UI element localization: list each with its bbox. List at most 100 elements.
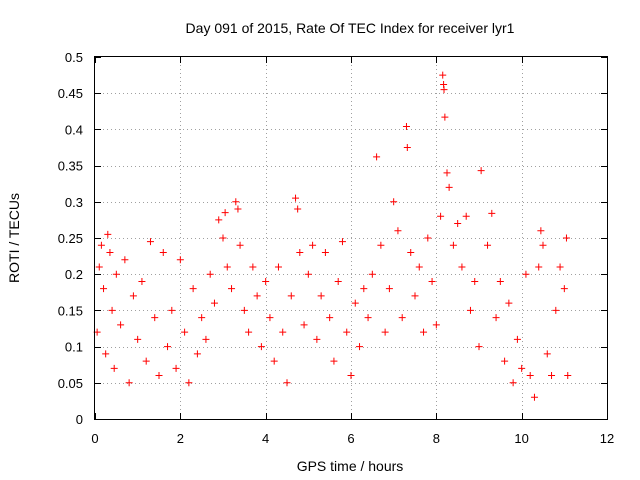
data-point — [535, 263, 543, 271]
data-point — [300, 321, 308, 329]
data-point — [347, 372, 355, 380]
data-point — [234, 205, 242, 213]
data-point — [543, 350, 551, 358]
data-point — [236, 241, 244, 249]
data-point — [155, 372, 163, 380]
data-point — [501, 357, 509, 365]
data-point — [198, 314, 206, 322]
y-tick-label: 0.15 — [58, 303, 83, 318]
data-point — [562, 234, 570, 242]
data-point — [381, 328, 389, 336]
data-point — [445, 183, 453, 191]
data-point — [206, 270, 214, 278]
data-point — [432, 321, 440, 329]
data-point — [313, 335, 321, 343]
data-point — [373, 153, 381, 161]
data-point — [221, 209, 229, 217]
data-point — [394, 227, 402, 235]
y-tick-label: 0.25 — [58, 231, 83, 246]
y-tick-labels: 0 0.05 0.1 0.15 0.2 0.25 0.3 0.35 0.4 0.45 0.5 — [58, 50, 83, 427]
data-point — [449, 241, 457, 249]
data-point — [326, 314, 334, 322]
data-point — [471, 277, 479, 285]
data-point — [441, 113, 449, 121]
y-tick-label: 0.2 — [65, 267, 83, 282]
data-point — [496, 277, 504, 285]
data-point — [104, 230, 112, 238]
y-axis-label: ROTI / TECUs — [6, 193, 22, 283]
data-point — [274, 263, 282, 271]
data-point — [428, 277, 436, 285]
data-point — [151, 314, 159, 322]
data-point — [398, 314, 406, 322]
data-point — [356, 343, 364, 351]
data-point — [121, 256, 129, 264]
data-point — [537, 227, 545, 235]
data-points — [93, 71, 572, 401]
data-point — [202, 335, 210, 343]
data-point — [552, 306, 560, 314]
data-point — [454, 220, 462, 228]
data-point — [443, 169, 451, 177]
data-point — [466, 306, 474, 314]
x-tick-label: 8 — [433, 431, 440, 446]
data-point — [189, 285, 197, 293]
data-point — [287, 292, 295, 300]
data-point — [509, 379, 517, 387]
data-point — [138, 277, 146, 285]
data-point — [488, 209, 496, 217]
chart-title: Day 091 of 2015, Rate Of TEC Index for r… — [186, 20, 515, 36]
data-point — [168, 306, 176, 314]
x-tick-label: 2 — [177, 431, 184, 446]
x-tick-label: 10 — [514, 431, 528, 446]
data-point — [270, 357, 278, 365]
data-point — [330, 357, 338, 365]
x-tick-label: 0 — [91, 431, 98, 446]
data-point — [245, 328, 253, 336]
data-point — [415, 263, 423, 271]
y-tick-label: 0.5 — [65, 50, 83, 65]
data-point — [279, 328, 287, 336]
x-tick-label: 6 — [347, 431, 354, 446]
data-point — [100, 285, 108, 293]
data-point — [210, 299, 218, 307]
data-point — [304, 270, 312, 278]
y-tick-label: 0 — [76, 412, 83, 427]
data-point — [539, 241, 547, 249]
data-point — [125, 379, 133, 387]
y-tick-label: 0.3 — [65, 195, 83, 210]
data-point — [95, 263, 103, 271]
data-point — [112, 270, 120, 278]
data-point — [134, 335, 142, 343]
data-point — [437, 212, 445, 220]
data-point — [181, 328, 189, 336]
data-point — [193, 350, 201, 358]
data-point — [146, 238, 154, 246]
data-point — [334, 277, 342, 285]
x-tick-labels: 0 2 4 6 8 10 12 — [91, 431, 614, 446]
data-point — [108, 306, 116, 314]
data-point — [484, 241, 492, 249]
data-point — [338, 238, 346, 246]
data-point — [424, 234, 432, 242]
data-point — [232, 198, 240, 206]
data-point — [172, 364, 180, 372]
axis-ticks — [95, 57, 608, 420]
data-point — [283, 379, 291, 387]
data-point — [377, 241, 385, 249]
data-point — [129, 292, 137, 300]
data-point — [368, 270, 376, 278]
data-point — [385, 285, 393, 293]
data-point — [253, 292, 261, 300]
data-point — [475, 343, 483, 351]
data-point — [321, 248, 329, 256]
data-point — [522, 270, 530, 278]
data-point — [364, 314, 372, 322]
y-tick-label: 0.45 — [58, 86, 83, 101]
data-point — [240, 306, 248, 314]
data-point — [477, 167, 485, 175]
data-point — [292, 194, 300, 202]
y-tick-label: 0.05 — [58, 376, 83, 391]
data-point — [462, 212, 470, 220]
